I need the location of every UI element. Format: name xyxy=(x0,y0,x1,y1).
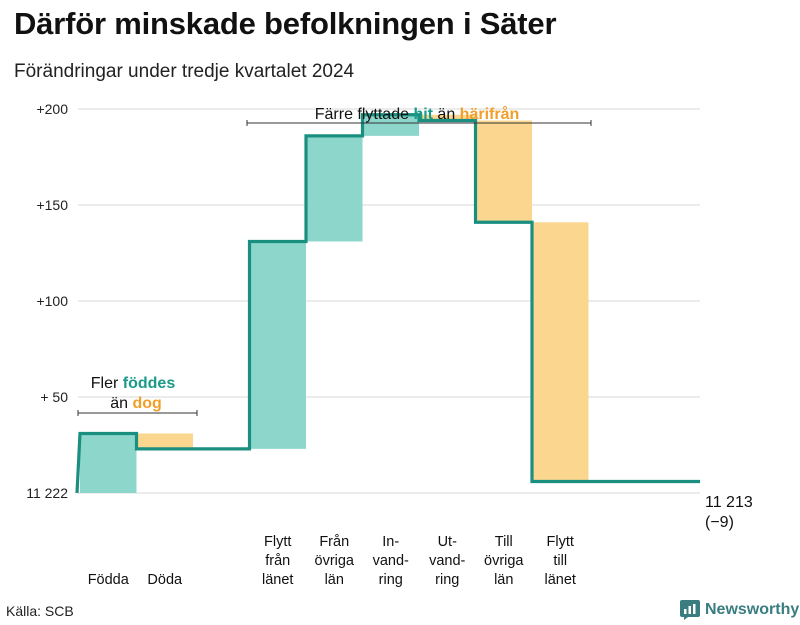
moves-annotation-prefix: Färre flyttade xyxy=(315,106,414,123)
y-tick-label: +100 xyxy=(36,293,68,309)
moves-annotation-harifran: härifrån xyxy=(460,105,520,123)
category-label: länet xyxy=(545,572,576,588)
bar-decrease xyxy=(136,433,193,449)
end-value-label: 11 213 (−9) xyxy=(705,494,753,531)
y-tick-label: +200 xyxy=(36,101,68,117)
moves-annotation-hit: hit xyxy=(413,106,433,123)
category-label: Från xyxy=(319,534,349,550)
category-label: Till xyxy=(495,534,513,550)
bar-increase xyxy=(362,114,419,136)
y-axis-ticks: 11 222 + 50 +100 +150 +200 xyxy=(26,101,68,501)
svg-text:Färre flyttade hit än härifrån: Färre flyttade hit än härifrån xyxy=(315,105,520,123)
category-label: vand- xyxy=(373,553,409,569)
y-tick-label: 11 222 xyxy=(26,485,68,501)
category-label: Döda xyxy=(147,572,183,588)
y-tick-label: + 50 xyxy=(40,389,68,405)
category-label: länet xyxy=(262,572,293,588)
category-label: Flytt xyxy=(547,534,574,550)
births-annotation: Fler föddes än dog xyxy=(77,375,198,416)
births-annotation-prefix-2: än xyxy=(110,395,132,412)
moves-annotation: Färre flyttade hit än härifrån xyxy=(246,105,592,126)
brand-logo: Newsworthy xyxy=(680,600,799,620)
category-label: Ut- xyxy=(438,534,458,550)
svg-text:Fler föddes: Fler föddes xyxy=(91,375,176,392)
category-label: län xyxy=(494,572,513,588)
category-label: Födda xyxy=(88,572,130,588)
category-label: Flytt xyxy=(264,534,291,550)
brand-name: Newsworthy xyxy=(705,601,800,618)
newsworthy-logo-icon xyxy=(680,600,700,620)
bar-decrease xyxy=(475,120,532,223)
category-label: övriga xyxy=(315,553,355,569)
svg-text:än dog: än dog xyxy=(110,395,162,412)
bar-decrease xyxy=(419,114,476,121)
end-value: 11 213 xyxy=(705,494,753,511)
category-label: från xyxy=(265,553,290,569)
moves-annotation-mid: än xyxy=(433,106,460,123)
category-labels: Födda Döda Flytt från länet Från övriga län In-v… xyxy=(88,534,576,588)
bar-increase xyxy=(80,433,137,493)
chart-subtitle: Förändringar under tredje kvartalet 2024 xyxy=(14,61,355,82)
chart-title: Därför minskade befolkningen i Säter xyxy=(14,6,557,41)
bar-increase xyxy=(249,241,306,449)
category-label: övriga xyxy=(484,553,524,569)
births-annotation-bracket xyxy=(77,410,198,416)
category-label: In- xyxy=(382,534,399,550)
births-annotation-prefix: Fler xyxy=(91,375,123,392)
category-label: till xyxy=(553,553,567,569)
bars xyxy=(80,114,589,493)
deaths-annotation-highlight: dog xyxy=(132,395,161,412)
bar-decrease xyxy=(532,222,589,482)
births-annotation-highlight: föddes xyxy=(123,375,176,392)
cumulative-step-line xyxy=(75,113,700,494)
category-label: ring xyxy=(379,572,403,588)
gridlines xyxy=(78,108,700,494)
category-label: län xyxy=(325,572,344,588)
category-label: vand- xyxy=(429,553,465,569)
bar-increase xyxy=(306,135,363,242)
source-note: Källa: SCB xyxy=(6,603,74,619)
moves-annotation-bracket xyxy=(246,120,592,126)
y-tick-label: +150 xyxy=(36,197,68,213)
category-label: ring xyxy=(435,572,459,588)
end-change: (−9) xyxy=(705,514,734,531)
